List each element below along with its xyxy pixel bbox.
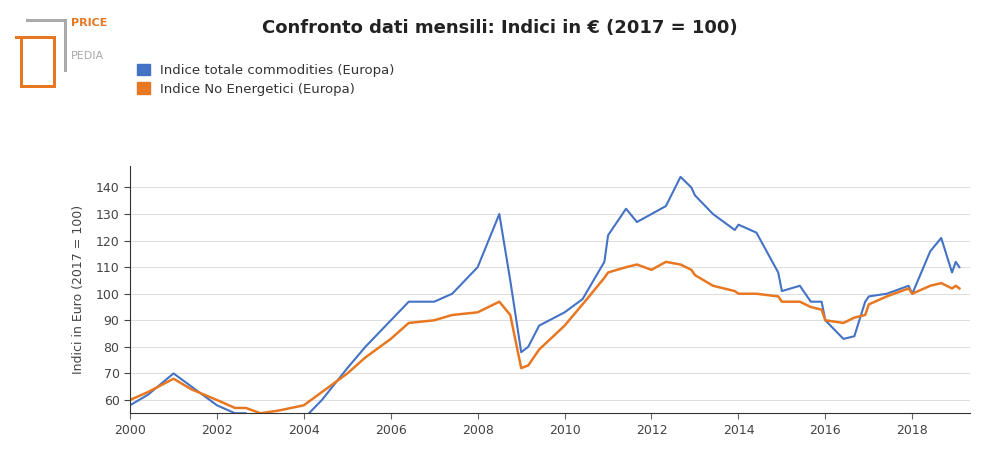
Text: PEDIA: PEDIA bbox=[70, 51, 104, 61]
Line: Indice No Energetici (Europa): Indice No Energetici (Europa) bbox=[130, 262, 959, 413]
Line: Indice totale commodities (Europa): Indice totale commodities (Europa) bbox=[130, 177, 959, 424]
Text: Confronto dati mensili: Indici in € (2017 = 100): Confronto dati mensili: Indici in € (201… bbox=[262, 19, 738, 37]
Legend: Indice totale commodities (Europa), Indice No Energetici (Europa): Indice totale commodities (Europa), Indi… bbox=[137, 64, 395, 96]
Text: PRICE: PRICE bbox=[70, 18, 107, 28]
Y-axis label: Indici in Euro (2017 = 100): Indici in Euro (2017 = 100) bbox=[72, 205, 85, 374]
